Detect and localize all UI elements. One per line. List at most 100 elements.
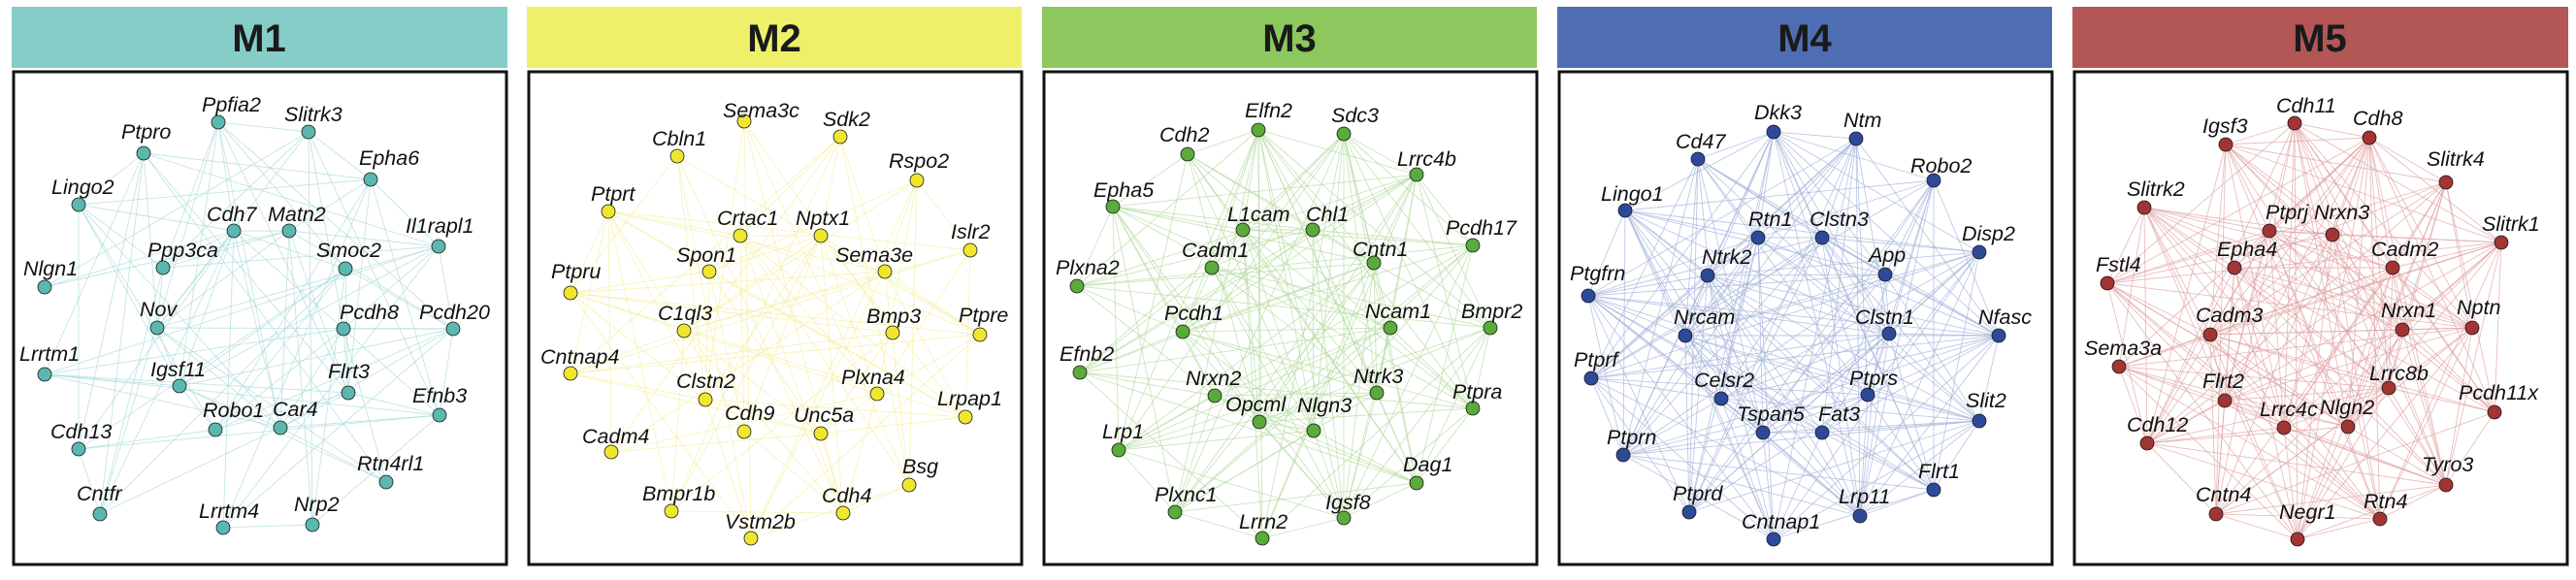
node-lrrc4b [1409, 167, 1424, 182]
node-cntn4 [2208, 506, 2224, 522]
network-edge [2445, 411, 2495, 486]
network-edge [2106, 282, 2148, 444]
network-edge [1684, 335, 1823, 434]
network-edge [2234, 267, 2447, 486]
network-edge [1821, 394, 1869, 434]
network-edge [1859, 333, 1890, 517]
network-edge [1684, 335, 1861, 517]
network-edge [570, 334, 981, 374]
network-edge [1076, 285, 1184, 333]
network-edge [1312, 229, 1345, 519]
gene-label-vstm2b: Vstm2b [725, 510, 796, 533]
network-edge [2445, 327, 2473, 486]
network-edge [610, 433, 822, 453]
network-edge [2347, 387, 2390, 428]
gene-label-dag1: Dag1 [1403, 453, 1452, 476]
network-edge [288, 230, 440, 247]
network-edge [2106, 122, 2296, 284]
network-edge [1773, 138, 1857, 540]
network-edge [99, 268, 346, 515]
gene-label-ntrk2: Ntrk2 [1702, 245, 1751, 269]
network-edge [750, 271, 886, 539]
network-edge [2294, 122, 2381, 520]
network-edge [1343, 327, 1391, 519]
network-edge [2143, 207, 2333, 236]
network-edge [1313, 430, 1345, 519]
gene-label-tspan5: Tspan5 [1737, 403, 1806, 426]
network-edge [2215, 137, 2370, 515]
network-edge [78, 230, 235, 450]
network-edge [2297, 387, 2390, 540]
network-edge [2106, 282, 2211, 336]
network-edge [2388, 181, 2447, 389]
network-edge [1590, 377, 1775, 540]
network-edge [1590, 377, 1861, 517]
node-lrrtm1 [37, 367, 52, 382]
network-edge [2224, 400, 2349, 428]
node-nrcam [1678, 328, 1693, 343]
network-edge [1416, 174, 1474, 409]
network-edge [704, 399, 752, 539]
node-cdh7 [226, 223, 242, 239]
network-edge [2283, 427, 2381, 520]
gene-label-slit2: Slit2 [1966, 389, 2006, 412]
network-edge [156, 327, 387, 483]
network-edge [1707, 274, 1775, 540]
node-lrp11 [1852, 508, 1868, 524]
network-edge [683, 235, 822, 332]
nodes-m2 [563, 113, 988, 546]
network-edge [78, 448, 101, 515]
network-edge [2146, 137, 2370, 444]
node-sdk2 [832, 129, 848, 145]
node-chl1 [1305, 222, 1321, 238]
gene-label-nov: Nov [140, 298, 178, 321]
network-edge [2106, 282, 2226, 402]
network-edge [44, 230, 290, 288]
network-edge [1258, 392, 1378, 423]
network-edge [1688, 237, 1823, 513]
network-edge [2146, 426, 2349, 444]
network-edge [1587, 295, 1935, 491]
network-edge [1261, 327, 1491, 539]
network-edge [1762, 333, 1890, 434]
network-edge [2215, 513, 2381, 520]
module-title-m5: M5 [2293, 17, 2347, 60]
gene-label-bmpr1b: Bmpr1b [642, 482, 715, 505]
node-epha4 [2227, 260, 2242, 275]
network-edge [820, 235, 981, 336]
network-edge [1590, 377, 1869, 396]
network-edge [1757, 237, 2000, 337]
network-edge [2215, 484, 2447, 515]
network-edge [370, 178, 440, 416]
network-edge [2234, 267, 2390, 389]
gene-label-lrp1: Lrp1 [1102, 420, 1144, 443]
network-edge [1884, 274, 2000, 337]
network-edge [1624, 209, 1869, 396]
network-edge [876, 334, 981, 395]
network-edge [2209, 334, 2381, 520]
network-edge [1821, 237, 1890, 335]
network-edge [2118, 137, 2370, 368]
network-edge [78, 152, 145, 450]
network-edge [1684, 335, 1980, 422]
network-edge [179, 328, 454, 387]
network-edge [607, 210, 685, 332]
network-edge [1720, 398, 1823, 434]
labels-m4: Dkk3 Ntm Cd47 Robo2 Lingo1 Rtn1 Clstn3 D… [1570, 101, 2032, 533]
edges-m5 [2106, 122, 2502, 540]
network-edge [876, 249, 971, 395]
node-ptprf [1583, 371, 1599, 386]
network-edge [99, 427, 281, 515]
network-edge [1118, 449, 1345, 519]
network-edge [2146, 181, 2447, 444]
network-edge [1707, 274, 1823, 434]
network-edge [1859, 394, 1869, 517]
network-edge [820, 393, 878, 435]
node-cadm4 [603, 444, 619, 460]
network-edge [842, 484, 910, 514]
network-edge [1118, 449, 1176, 513]
network-edge [2118, 366, 2390, 389]
network-edge [570, 292, 981, 336]
network-edge [1242, 229, 1474, 246]
network-edge [2297, 267, 2394, 540]
